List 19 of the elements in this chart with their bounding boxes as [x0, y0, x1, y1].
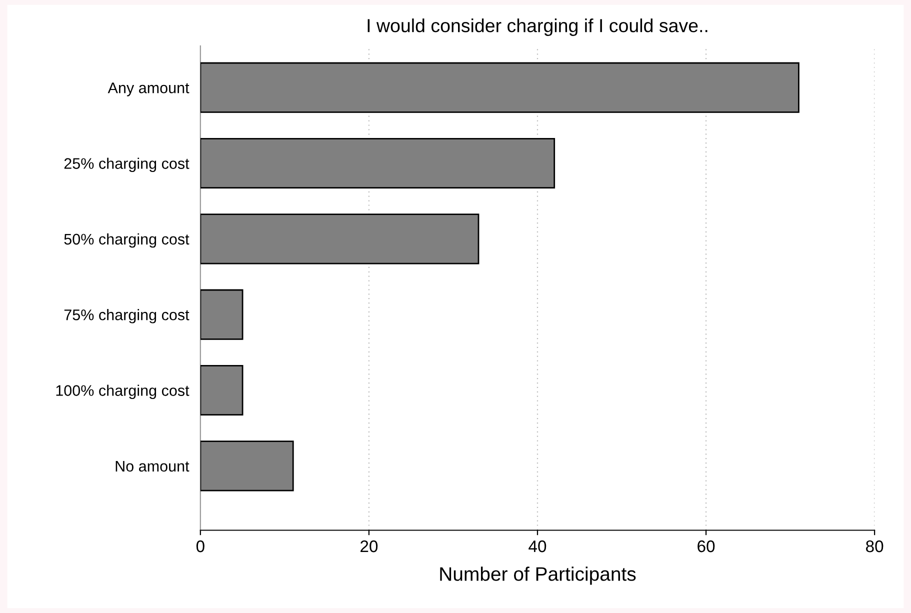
y-tick-label: Any amount: [108, 82, 190, 96]
y-tick-label: 25% charging cost: [64, 158, 190, 172]
x-tick-label: 0: [196, 540, 204, 552]
y-tick-label: 50% charging cost: [64, 233, 190, 248]
bar: [200, 62, 800, 113]
x-axis-title: Number of Participants: [440, 566, 636, 585]
y-tick-label: 100% charging cost: [56, 384, 190, 399]
bar: [200, 289, 244, 340]
x-tick-label: 40: [528, 540, 546, 552]
x-tick-label: 20: [360, 540, 378, 552]
y-tick-label: No amount: [116, 460, 190, 472]
bar: [200, 214, 480, 264]
bar: [200, 440, 294, 492]
bar: [200, 138, 556, 189]
chart-title: I would consider charging if I could save..: [368, 18, 708, 36]
y-tick-label: 75% charging cost: [64, 309, 190, 324]
bar: [200, 364, 244, 416]
x-tick-label: 80: [866, 540, 884, 552]
x-tick-label: 60: [698, 540, 715, 552]
